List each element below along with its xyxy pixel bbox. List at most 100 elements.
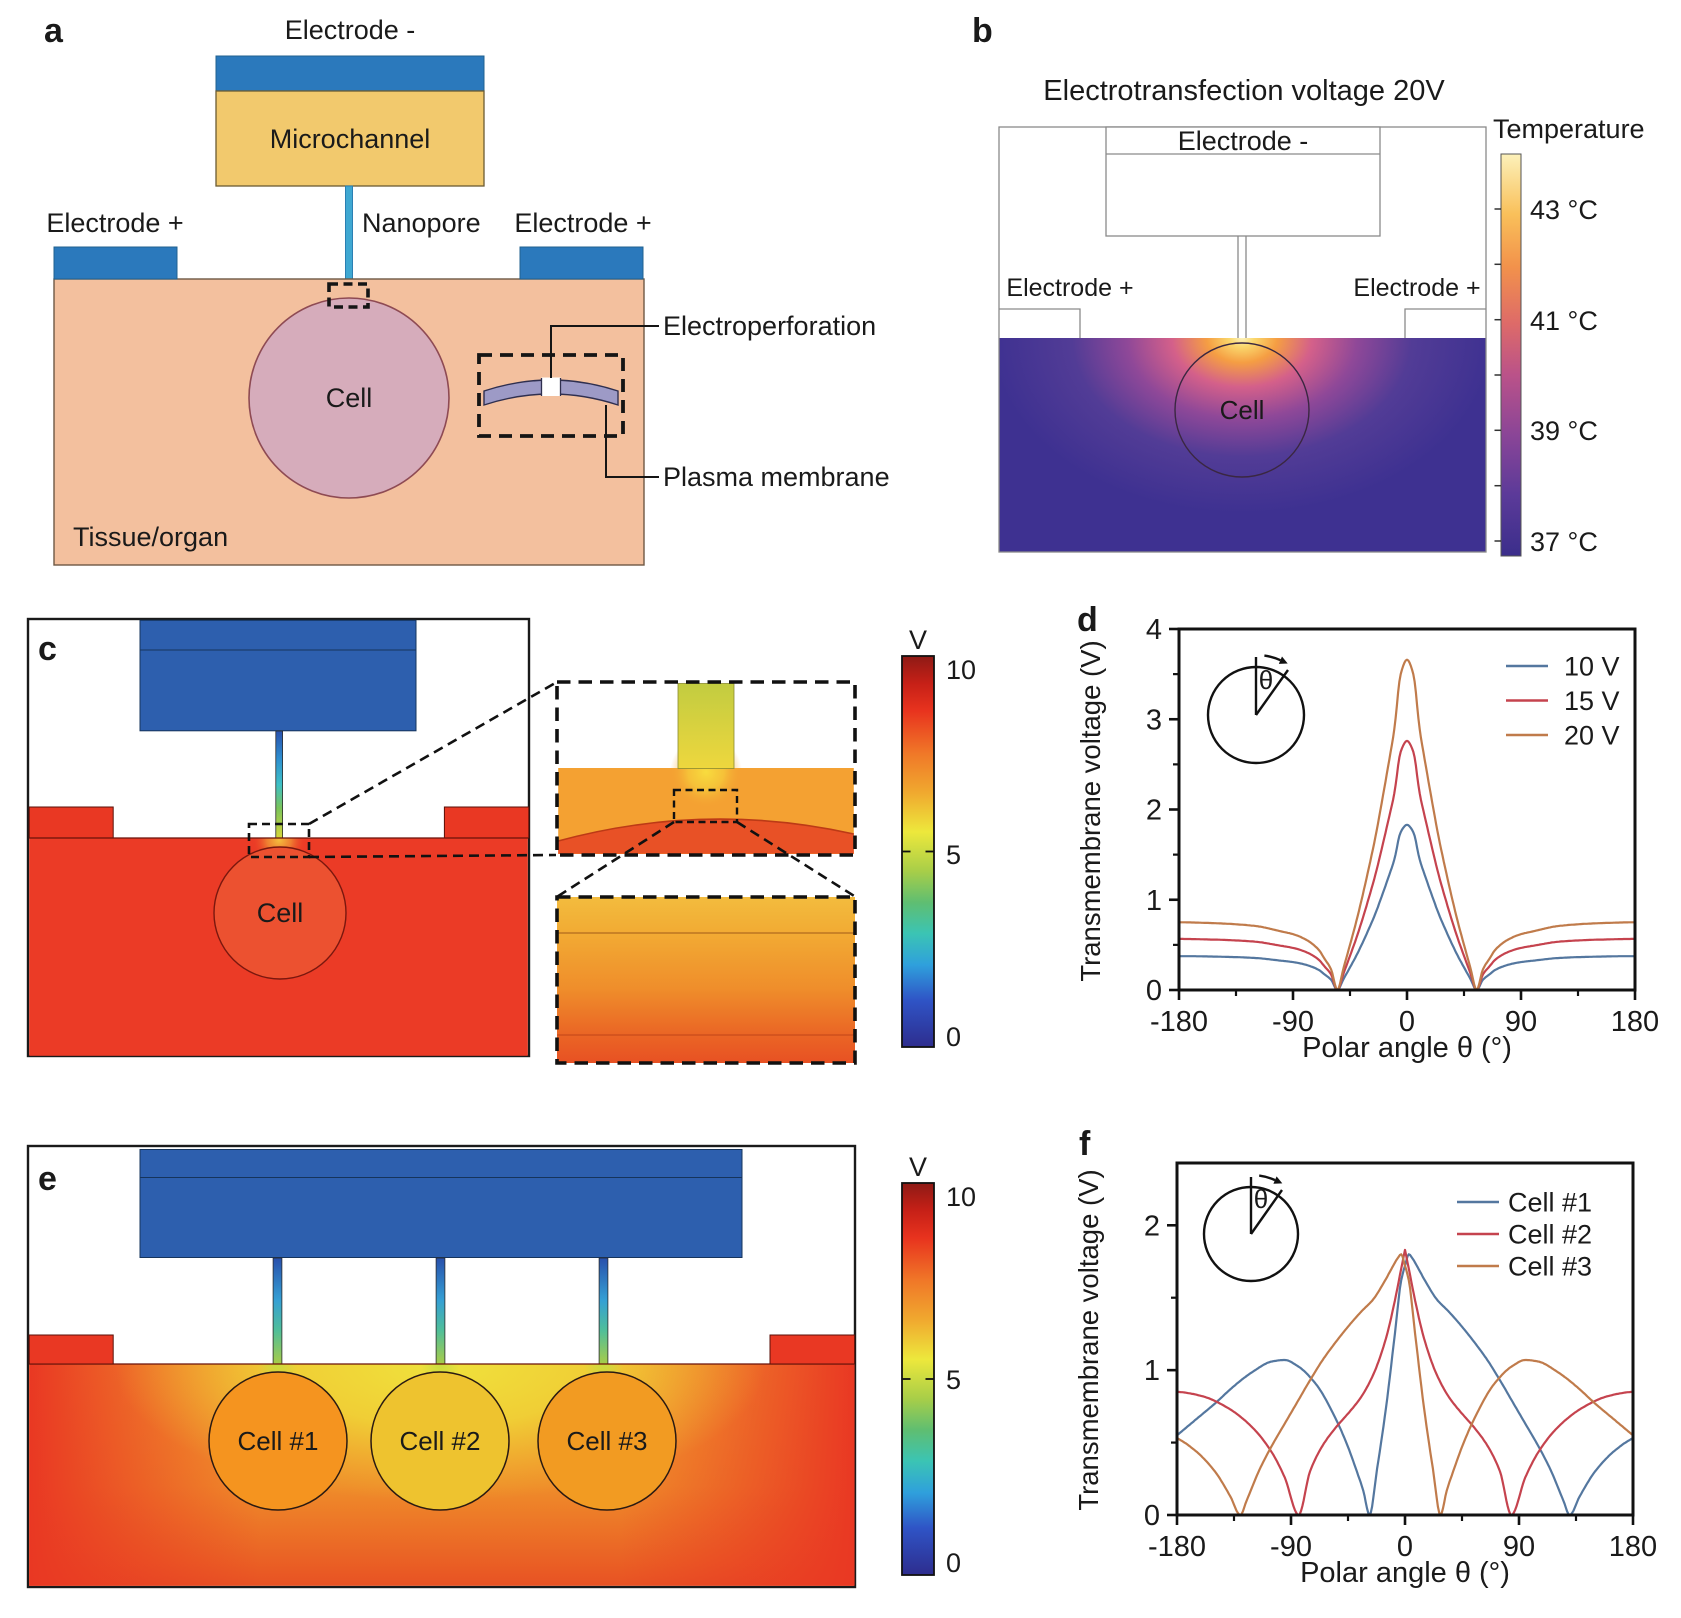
inset-angled-radius — [1250, 1189, 1283, 1235]
cell-label: Cell — [1220, 395, 1265, 425]
x-tick-label: 180 — [1609, 1531, 1657, 1563]
microchannel-label: Microchannel — [270, 124, 431, 154]
colorbar-tick-37: 37 °C — [1530, 527, 1598, 557]
polar-angle-inset: θ — [1206, 654, 1306, 765]
electrode-plus-left-label: Electrode + — [1006, 274, 1133, 302]
zoom2-dashed-border — [555, 895, 857, 1065]
voltage-colorbar-title: V — [909, 1152, 927, 1182]
legend-label: Cell #3 — [1508, 1252, 1592, 1282]
inset-theta-symbol: θ — [1259, 665, 1273, 695]
plasma-membrane-leader-line — [605, 405, 659, 478]
colorbar-tick-5: 5 — [946, 840, 961, 870]
y-axis-label: Transmembrane voltage (V) — [1073, 1169, 1104, 1510]
nanochannel — [275, 730, 283, 839]
y-tick-label: 0 — [1144, 1500, 1160, 1532]
cell-label: Cell — [326, 383, 373, 413]
cell-1-circle — [208, 1371, 348, 1511]
x-axis-label: Polar angle θ (°) — [1300, 1557, 1510, 1589]
tissue-shoulder-right — [769, 1334, 856, 1365]
panel-d-line-chart: d Transmembrane voltage (V) Polar angle … — [1075, 601, 1659, 1064]
legend-label: 20 V — [1564, 721, 1620, 751]
polar-angle-inset: θ — [1202, 1174, 1300, 1283]
colorbar-tick-41: 41 °C — [1530, 306, 1598, 336]
zoom2-connector-left — [556, 820, 675, 898]
temperature-heatmap — [999, 338, 1486, 552]
x-tick-label: 180 — [1611, 1006, 1659, 1038]
electrode-plus-left-outline — [999, 308, 1081, 338]
electrode-plus-right-label: Electrode + — [514, 208, 651, 238]
x-tick-label: 90 — [1505, 1006, 1537, 1038]
temperature-colorbar-title: Temperature — [1493, 114, 1645, 144]
panel-a-letter: a — [44, 12, 64, 50]
plasma-membrane-label: Plasma membrane — [663, 462, 890, 492]
x-tick-label: 90 — [1503, 1531, 1535, 1563]
y-tick-label: 1 — [1146, 885, 1162, 917]
plot-box — [1177, 627, 1637, 992]
inset-arrow-head — [1278, 656, 1288, 664]
electrode-minus-rect — [215, 55, 485, 92]
inset-angled-radius — [1255, 669, 1289, 716]
panel-f-line-chart: f Transmembrane voltage (V) Polar angle … — [1073, 1125, 1657, 1589]
electrode-plus-left-label: Electrode + — [46, 208, 183, 238]
electrode-plus-left-rect — [53, 246, 178, 280]
zoom1-channel — [677, 683, 735, 769]
panel-a-schematic: a Electrode - Microchannel Nanopore Elec… — [44, 12, 890, 566]
legend-label: 10 V — [1564, 652, 1620, 682]
electrode-block — [139, 1149, 743, 1258]
nanopore-channel — [345, 185, 353, 280]
zoom-view-1 — [555, 680, 857, 857]
electroperforation-leader-line — [550, 325, 659, 378]
inset-arrow-arc — [1264, 654, 1281, 662]
electrode-minus-outline — [1105, 126, 1381, 237]
temperature-colorbar-ticks — [1494, 208, 1501, 542]
x-tick-label: 0 — [1399, 1006, 1415, 1038]
colorbar-tick-5: 5 — [946, 1365, 961, 1395]
legend: 10 V 15 V 20 V — [1506, 652, 1620, 751]
legend-label: 15 V — [1564, 686, 1620, 716]
tissue-label: Tissue/organ — [73, 522, 228, 552]
curve-cell-1 — [1176, 1253, 1634, 1517]
nanochannel-1 — [272, 1257, 283, 1365]
zoom2-membrane-gradient — [557, 897, 855, 1063]
zoom-source-dashed-box — [247, 822, 311, 859]
panel-b-title: Electrotransfection voltage 20V — [1043, 75, 1445, 107]
cell-circle — [213, 846, 347, 980]
curves — [1176, 1248, 1634, 1517]
electrode-minus-label: Electrode - — [285, 15, 416, 45]
y-tick-label: 4 — [1146, 614, 1162, 646]
curve-cell-3 — [1176, 1253, 1634, 1517]
nanopore-label: Nanopore — [362, 208, 481, 238]
nanopore-zoom-dashed-box — [327, 282, 370, 309]
electrode-plus-right-label: Electrode + — [1353, 274, 1480, 302]
cell-label: Cell — [257, 898, 304, 928]
inset-arrow-arc — [1259, 1174, 1276, 1182]
tissue-shoulder-left — [28, 1334, 114, 1365]
colorbar-tick-0: 0 — [946, 1022, 961, 1052]
colorbar-tick-43: 43 °C — [1530, 195, 1598, 225]
electrode-minus-label: Electrode - — [1178, 126, 1309, 156]
cell-2-circle — [370, 1371, 510, 1511]
inset-arrow-head — [1273, 1176, 1283, 1184]
y-tick-label: 3 — [1146, 704, 1162, 736]
zoom1-below-membrane — [558, 819, 854, 854]
zoom-connector-bottom — [308, 853, 557, 859]
zoom1-inner-dashed-box — [672, 788, 739, 824]
curve-10-v — [1179, 823, 1635, 992]
colorbar-tick-39: 39 °C — [1530, 416, 1598, 446]
y-tick-label: 2 — [1146, 795, 1162, 827]
panel-e-voltage-simulation-three-cells: e Cell #1 Cell #2 Cell #3 V 10 5 0 — [26, 1144, 976, 1589]
microchannel-rect — [215, 90, 485, 187]
axes: -180 -90 0 90 180 0 1 2 — [1144, 1210, 1657, 1563]
electrode-plus-right-rect — [519, 246, 644, 280]
curve-cell-2 — [1177, 1248, 1633, 1517]
x-tick-label: 0 — [1397, 1531, 1413, 1563]
curve-20-v — [1179, 658, 1635, 992]
y-tick-label: 0 — [1146, 975, 1162, 1007]
tissue-shoulder-left — [28, 806, 114, 839]
cell-3-circle — [537, 1371, 677, 1511]
panel-b-letter: b — [972, 12, 993, 50]
colorbar-tick-0: 0 — [946, 1548, 961, 1578]
electrode-block — [139, 619, 417, 732]
